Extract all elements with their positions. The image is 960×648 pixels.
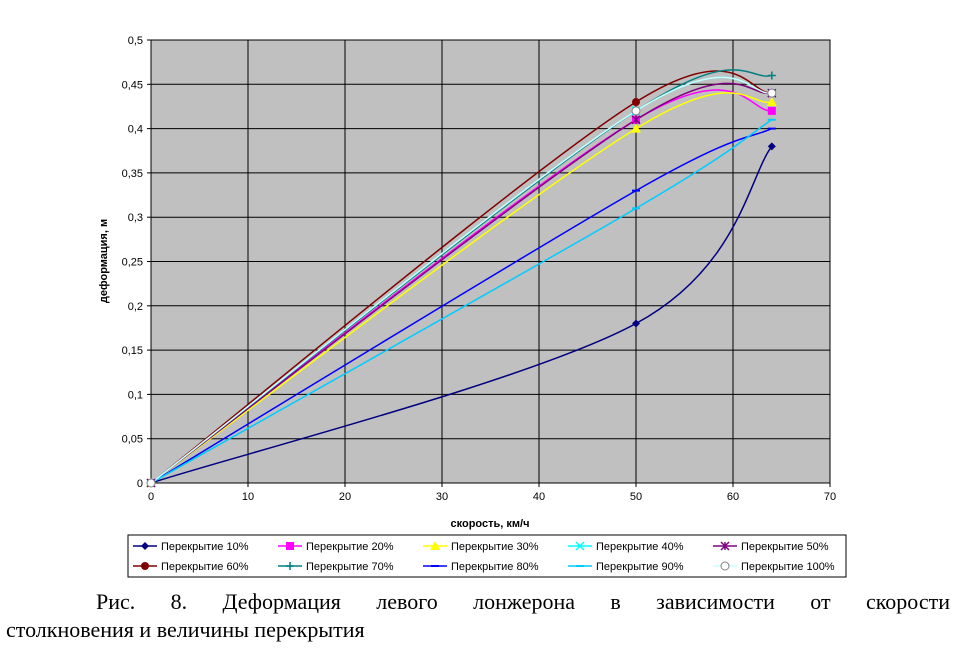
- data-point-series-1: [767, 142, 776, 151]
- legend-swatch-marker: [575, 541, 585, 551]
- series-line-9: [150, 119, 773, 484]
- y-tick-label: 0,25: [122, 257, 143, 269]
- y-tick-label: 0: [137, 478, 143, 490]
- data-point-series-10: [631, 106, 641, 116]
- legend-swatch-marker: [720, 561, 730, 571]
- series-lines: [150, 69, 773, 484]
- legend-item-label: Перекрытие 30%: [451, 541, 539, 553]
- legend-swatch-marker: [141, 562, 149, 570]
- data-point-series-10: [146, 478, 156, 488]
- legend-item-label: Перекрытие 40%: [596, 541, 684, 553]
- y-tick-label: 0,15: [122, 345, 143, 357]
- legend-item-label: Перекрытие 10%: [161, 541, 249, 553]
- y-tick-label: 0,5: [128, 35, 143, 47]
- data-point-series-3: [631, 123, 641, 133]
- y-tick-label: 0,3: [128, 212, 143, 224]
- data-point-series-7: [767, 71, 776, 80]
- figure-caption: Рис. 8. Деформация левого лонжерона в за…: [6, 588, 950, 644]
- series-line-8: [150, 127, 773, 484]
- x-tick-label: 40: [533, 491, 545, 503]
- legend-swatch-marker: [141, 542, 149, 550]
- x-axis-title: скорость, км/ч: [451, 518, 530, 530]
- y-tick-label: 0,45: [122, 79, 143, 91]
- y-tick-label: 0,35: [122, 168, 143, 180]
- legend-item-label: Перекрытие 70%: [306, 561, 394, 573]
- data-point-series-6: [632, 98, 640, 107]
- y-axis-ticks: 0 0,05 0,1 0,15 0,2 0,25 0,3 0,35 0,4 0,45 0,5: [122, 35, 151, 490]
- legend-item-label: Перекрытие 20%: [306, 541, 394, 553]
- x-axis-ticks: 0 10 20 30 40 50 60 70: [148, 483, 836, 503]
- series-line-3: [150, 92, 772, 484]
- legend-item-label: Перекрытие 90%: [596, 561, 684, 573]
- x-tick-label: 10: [242, 491, 254, 503]
- series-line-5: [150, 82, 772, 484]
- legend-swatch-marker: [430, 541, 440, 550]
- y-tick-label: 0,1: [128, 389, 143, 401]
- x-tick-label: 20: [339, 491, 351, 503]
- caption-line-1: Рис. 8. Деформация левого лонжерона в за…: [96, 589, 950, 614]
- legend-item-label: Перекрытие 60%: [161, 561, 249, 573]
- data-point-series-2: [767, 106, 776, 115]
- series-line-1: [150, 145, 773, 484]
- legend-item-label: Перекрытие 50%: [741, 541, 829, 553]
- caption-line-2: столкновения и величины перекрытия: [6, 617, 365, 642]
- data-point-series-1: [632, 319, 640, 328]
- y-axis-title: деформация, м: [98, 219, 110, 303]
- legend-item-label: Перекрытие 80%: [451, 561, 539, 573]
- y-tick-label: 0,2: [128, 301, 143, 313]
- data-point-series-3: [766, 97, 777, 107]
- y-tick-label: 0,05: [122, 434, 143, 446]
- x-tick-label: 30: [436, 491, 448, 503]
- x-tick-label: 70: [824, 491, 836, 503]
- legend-swatch-marker: [286, 542, 294, 550]
- legend: Перекрытие 10% Перекрытие 20% Перекрытие 3…: [127, 534, 847, 578]
- x-tick-label: 60: [727, 491, 739, 503]
- series-markers: [146, 71, 777, 488]
- series-line-10: [150, 76, 772, 484]
- x-tick-label: 50: [630, 491, 642, 503]
- legend-swatch-marker: [286, 562, 294, 570]
- legend-swatch-marker: [720, 541, 730, 551]
- legend-item-label: Перекрытие 100%: [741, 561, 835, 573]
- y-tick-label: 0,4: [128, 124, 143, 136]
- data-point-series-10: [767, 88, 777, 98]
- deformation-chart: 0 10 20 30 40 50 60 70 0 0,05 0,1 0,15 0,2 0,25 0,3 0,…: [98, 35, 847, 578]
- data-point-series-5: [631, 115, 641, 125]
- series-line-6: [150, 70, 772, 484]
- x-tick-label: 0: [148, 491, 154, 503]
